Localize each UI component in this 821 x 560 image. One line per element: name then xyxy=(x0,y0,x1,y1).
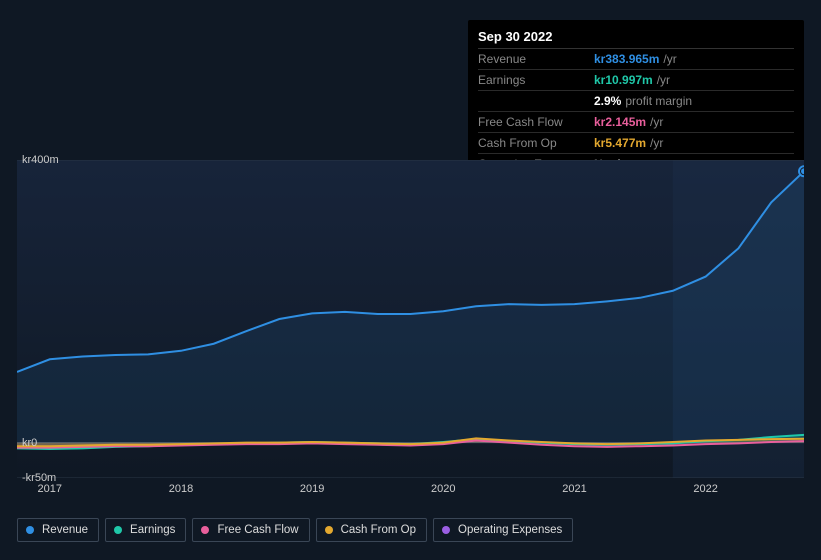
x-axis-label: 2021 xyxy=(562,483,586,495)
tooltip-label: Earnings xyxy=(478,73,594,87)
x-axis-labels: 2017 2018 2019 2020 2021 2022 xyxy=(17,483,804,499)
tooltip-suffix: /yr xyxy=(650,115,663,129)
legend-label: Revenue xyxy=(42,524,88,536)
tooltip-label: Free Cash Flow xyxy=(478,115,594,129)
legend-label: Cash From Op xyxy=(341,524,416,536)
x-axis-label: 2022 xyxy=(693,483,717,495)
financials-chart[interactable] xyxy=(17,160,804,478)
legend-label: Free Cash Flow xyxy=(217,524,298,536)
legend-dot-icon xyxy=(26,526,34,534)
tooltip-margin-suffix: profit margin xyxy=(625,94,692,108)
x-axis-label: 2018 xyxy=(169,483,193,495)
chart-svg xyxy=(17,160,804,478)
tooltip-suffix: /yr xyxy=(650,136,663,150)
legend-item-earnings[interactable]: Earnings xyxy=(105,518,186,542)
x-axis-label: 2017 xyxy=(38,483,62,495)
legend-item-opex[interactable]: Operating Expenses xyxy=(433,518,573,542)
tooltip-value: kr2.145m xyxy=(594,115,646,129)
tooltip-label: Revenue xyxy=(478,52,594,66)
tooltip-suffix: /yr xyxy=(657,73,670,87)
legend-item-fcf[interactable]: Free Cash Flow xyxy=(192,518,309,542)
tooltip-margin-value: 2.9% xyxy=(594,94,621,108)
legend-dot-icon xyxy=(325,526,333,534)
legend-dot-icon xyxy=(442,526,450,534)
y-axis-label: kr0 xyxy=(22,437,37,449)
legend-label: Earnings xyxy=(130,524,175,536)
x-axis-label: 2020 xyxy=(431,483,455,495)
legend-item-cfo[interactable]: Cash From Op xyxy=(316,518,427,542)
tooltip-date: Sep 30 2022 xyxy=(478,26,794,49)
x-axis-label: 2019 xyxy=(300,483,324,495)
tooltip-value: kr10.997m xyxy=(594,73,653,87)
y-axis-label: kr400m xyxy=(22,154,59,166)
legend-item-revenue[interactable]: Revenue xyxy=(17,518,99,542)
legend-label: Operating Expenses xyxy=(458,524,562,536)
legend-dot-icon xyxy=(201,526,209,534)
legend-dot-icon xyxy=(114,526,122,534)
chart-legend: Revenue Earnings Free Cash Flow Cash From O… xyxy=(17,518,573,542)
tooltip-label: Cash From Op xyxy=(478,136,594,150)
tooltip-value: kr5.477m xyxy=(594,136,646,150)
tooltip-value: kr383.965m xyxy=(594,52,659,66)
chart-tooltip: Sep 30 2022 Revenuekr383.965m/yr Earnings… xyxy=(468,20,804,180)
tooltip-suffix: /yr xyxy=(663,52,676,66)
